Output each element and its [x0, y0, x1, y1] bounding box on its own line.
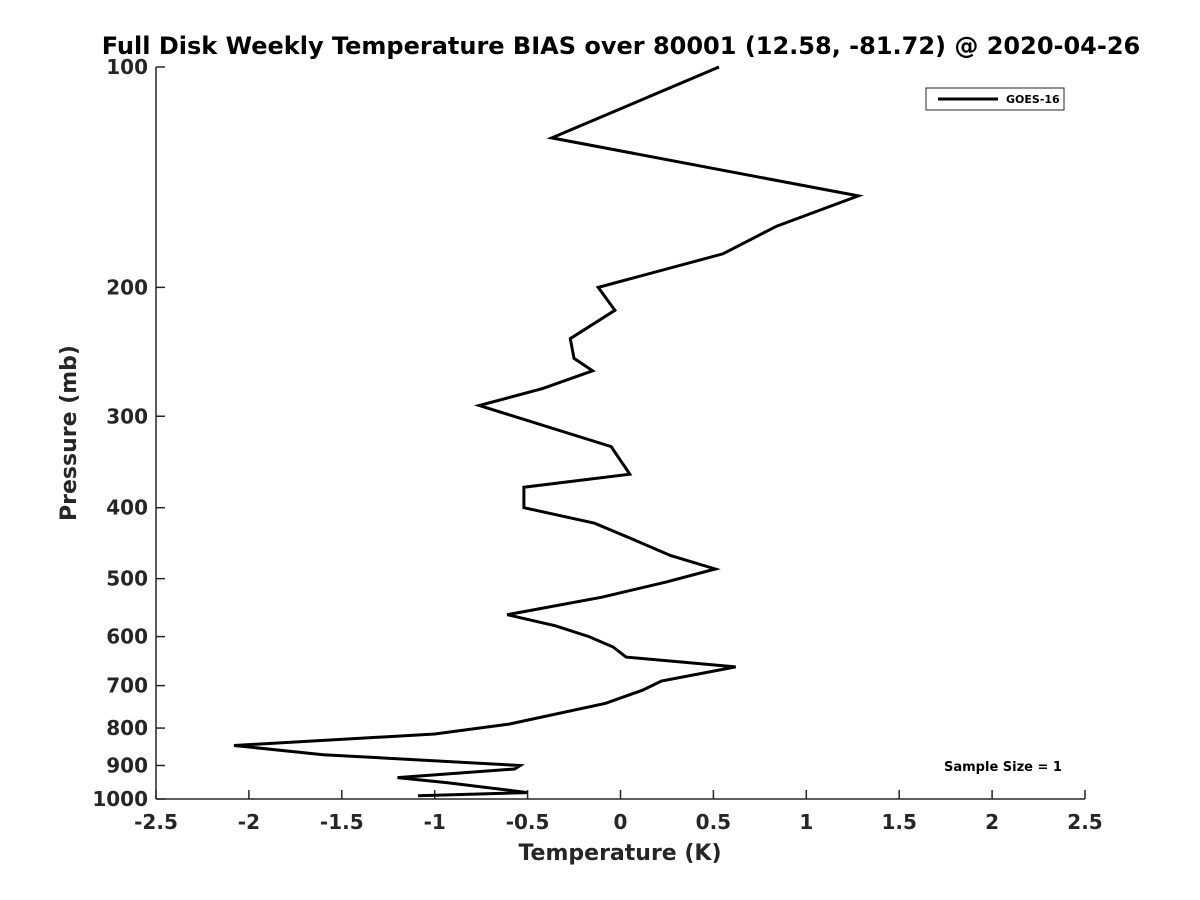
y-tick-label: 700 [106, 674, 148, 698]
legend: GOES-16 [925, 87, 1065, 111]
y-tick-label: 600 [106, 625, 148, 649]
x-tick-label: 1.5 [881, 810, 916, 834]
x-tick-label: 0 [614, 810, 628, 834]
y-tick-label: 900 [106, 754, 148, 778]
x-tick-label: 0.5 [696, 810, 731, 834]
y-tick-label: 200 [106, 275, 148, 299]
x-tick-label: -1 [424, 810, 446, 834]
x-tick-label: -0.5 [506, 810, 550, 834]
plot-area [156, 67, 1085, 799]
y-tick-label: 300 [106, 404, 148, 428]
x-axis-ticks: -2.5 -2 -1.5 -1 -0.5 0 0.5 1 1.5 2 2.5 [134, 790, 1103, 834]
y-axis-label: Pressure (mb) [57, 345, 82, 521]
y-tick-label: 1000 [92, 787, 148, 811]
y-tick-label: 400 [106, 496, 148, 520]
x-tick-label: 2.5 [1067, 810, 1102, 834]
x-tick-label: -1.5 [320, 810, 364, 834]
y-tick-label: 800 [106, 716, 148, 740]
x-axis-label: Temperature (K) [518, 841, 721, 866]
x-tick-label: 2 [985, 810, 999, 834]
series-layer [233, 65, 864, 798]
x-tick-label: -2.5 [134, 810, 178, 834]
legend-label-goes-16: GOES-16 [1006, 93, 1060, 106]
x-tick-label: 1 [799, 810, 813, 834]
sample-size-note: Sample Size = 1 [944, 760, 1062, 775]
x-tick-label: -2 [238, 810, 260, 834]
y-tick-label: 100 [106, 55, 148, 79]
y-axis-ticks: 100 200 300 400 500 600 700 800 900 1000 [92, 55, 165, 811]
series-line-goes-16 [233, 65, 864, 798]
y-tick-label: 500 [106, 567, 148, 591]
chart-title: Full Disk Weekly Temperature BIAS over 8… [102, 32, 1141, 60]
